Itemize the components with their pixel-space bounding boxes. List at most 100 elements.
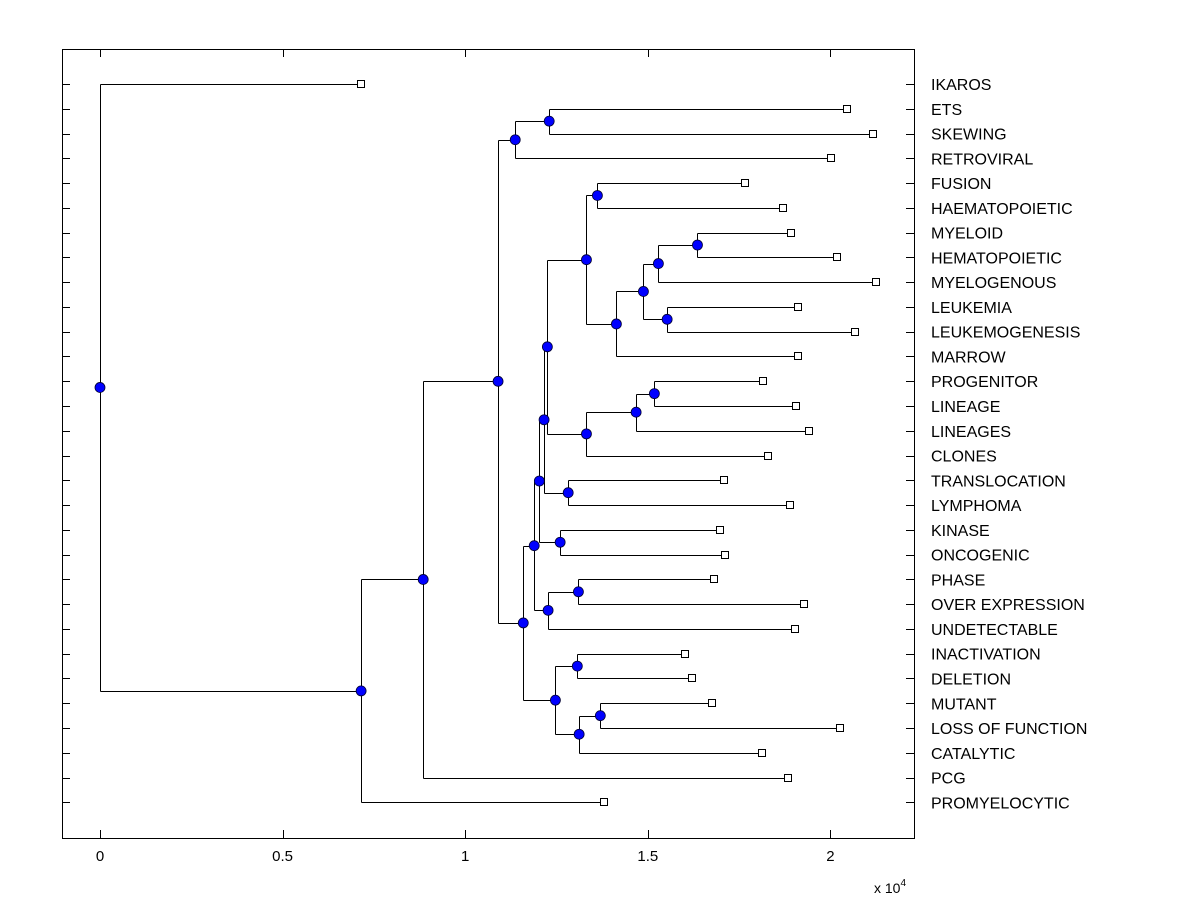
leaf-label: MYELOGENOUS <box>931 275 1056 292</box>
internal-node-marker <box>94 382 106 393</box>
internal-node-marker <box>541 341 553 353</box>
internal-node-marker <box>630 406 642 418</box>
internal-node-marker <box>581 428 592 440</box>
internal-node-marker <box>554 536 566 548</box>
x-axis-multiplier-base: x 10 <box>874 880 901 896</box>
internal-node-marker <box>538 414 550 426</box>
internal-node-marker <box>592 190 603 201</box>
leaf-marker <box>786 501 794 509</box>
x-tick-label: 2 <box>826 848 834 865</box>
leaf-marker <box>764 452 772 460</box>
leaf-marker <box>758 749 766 757</box>
internal-node-marker <box>571 660 583 672</box>
leaf-label: ONCOGENIC <box>931 548 1030 565</box>
leaf-marker <box>833 253 841 261</box>
leaf-label: MARROW <box>931 349 1007 366</box>
leaf-label: RETROVIRAL <box>931 151 1033 168</box>
internal-node-marker <box>550 694 561 706</box>
leaf-marker <box>681 650 689 658</box>
leaf-label: LOSS OF FUNCTION <box>931 721 1087 738</box>
leaf-label: PHASE <box>931 572 985 589</box>
leaf-markers <box>357 80 880 806</box>
leaf-marker <box>851 328 859 336</box>
leaf-label: LINEAGES <box>931 424 1011 441</box>
leaf-label: FUSION <box>931 176 991 193</box>
leaf-label: OVER EXPRESSION <box>931 597 1085 614</box>
internal-node-marker <box>610 318 622 330</box>
leaf-label: TRANSLOCATION <box>931 473 1066 490</box>
internal-node-marker <box>562 487 574 499</box>
x-tick-label: 1 <box>461 848 469 865</box>
leaf-marker <box>787 229 795 237</box>
leaf-label: LYMPHOMA <box>931 498 1022 515</box>
internal-node-marker <box>648 388 660 400</box>
leaf-label: ETS <box>931 102 962 119</box>
internal-node-marker <box>417 574 429 585</box>
leaf-label: KINASE <box>931 523 990 540</box>
leaf-label: INACTIVATION <box>931 647 1041 664</box>
internal-node-marker <box>492 375 504 387</box>
x-tick-label: 1.5 <box>637 848 658 865</box>
leaf-marker <box>688 674 696 682</box>
internal-node-marker <box>594 710 606 722</box>
leaf-marker <box>710 575 718 583</box>
internal-node-marker <box>652 258 664 269</box>
leaf-label: LEUKEMOGENESIS <box>931 325 1080 342</box>
x-axis-multiplier-exponent: 4 <box>900 878 906 889</box>
leaf-label: CLONES <box>931 449 997 466</box>
internal-node-marker <box>581 254 592 266</box>
leaf-marker <box>779 204 787 212</box>
leaf-marker <box>741 179 749 187</box>
leaf-label: IKAROS <box>931 77 991 94</box>
leaf-marker <box>872 278 880 286</box>
leaf-marker <box>843 105 851 113</box>
axes-box <box>62 49 915 839</box>
internal-node-marker <box>509 134 521 146</box>
leaf-label: CATALYTIC <box>931 746 1015 763</box>
internal-node-markers <box>94 115 703 740</box>
leaf-marker <box>600 798 608 806</box>
leaf-label: SKEWING <box>931 127 1007 144</box>
internal-node-marker <box>355 685 367 697</box>
x-tick-label: 0.5 <box>272 848 293 865</box>
leaf-label: MYELOID <box>931 226 1003 243</box>
leaf-label: PCG <box>931 771 966 788</box>
leaf-marker <box>794 303 802 311</box>
internal-node-marker <box>573 728 585 740</box>
leaf-marker <box>721 551 729 559</box>
leaf-marker <box>759 377 767 385</box>
internal-node-marker <box>543 115 555 127</box>
leaf-marker <box>716 526 724 534</box>
x-tick-label: 0 <box>96 848 104 865</box>
leaf-marker <box>792 402 800 410</box>
leaf-marker <box>357 80 365 88</box>
leaf-labels: IKAROS ETS SKEWING RETROVIRAL FUSION HAEMATOP… <box>931 77 1087 812</box>
internal-node-marker <box>528 540 540 552</box>
leaf-marker <box>836 724 844 732</box>
internal-node-marker <box>533 475 545 487</box>
leaf-marker <box>800 600 808 608</box>
leaf-label: PROMYELOCYTIC <box>931 795 1070 812</box>
internal-node-marker <box>573 586 584 598</box>
leaf-label: HAEMATOPOIETIC <box>931 201 1073 218</box>
internal-node-marker <box>517 617 529 629</box>
leaf-marker <box>805 427 813 435</box>
internal-node-marker <box>542 604 554 616</box>
leaf-label: UNDETECTABLE <box>931 622 1058 639</box>
internal-node-marker <box>692 239 703 251</box>
leaf-marker <box>794 352 802 360</box>
leaf-label: PROGENITOR <box>931 374 1038 391</box>
internal-node-marker <box>638 286 649 297</box>
leaf-marker <box>708 699 716 707</box>
leaf-marker <box>720 476 728 484</box>
axis-ticks <box>62 49 914 838</box>
leaf-label: LEUKEMIA <box>931 300 1012 317</box>
leaf-marker <box>784 774 792 782</box>
internal-node-marker <box>661 313 673 325</box>
leaf-label: MUTANT <box>931 696 997 713</box>
leaf-marker <box>791 625 799 633</box>
leaf-marker <box>869 130 877 138</box>
x-axis-multiplier: x 104 <box>874 878 906 896</box>
